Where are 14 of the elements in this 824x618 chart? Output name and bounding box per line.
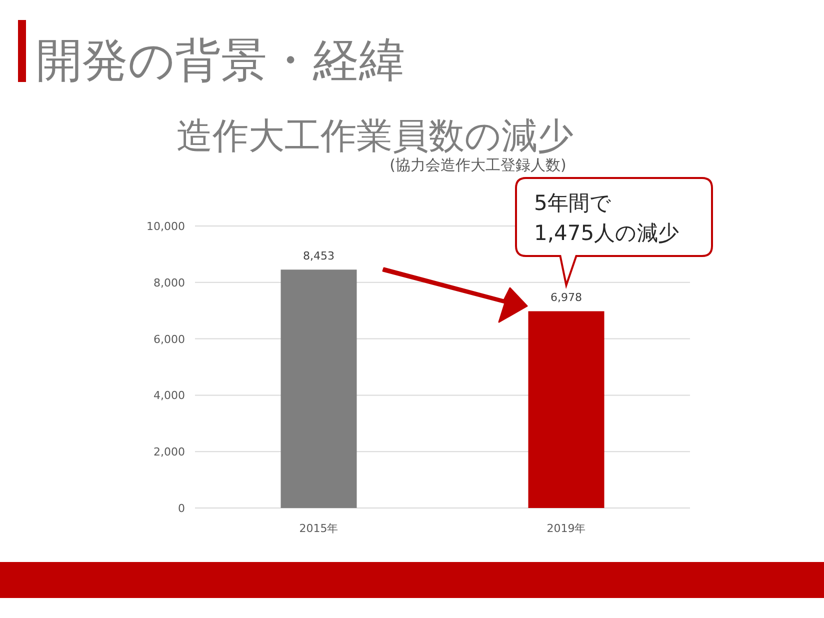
x-tick-label: 2015年 — [299, 522, 338, 535]
annotation: 5年間で 1,475人の減少 — [534, 191, 680, 245]
data-label: 6,978 — [550, 291, 582, 304]
y-tick-label: 0 — [178, 502, 185, 515]
y-tick-label: 2,000 — [154, 446, 185, 459]
y-tick-label: 6,000 — [154, 332, 185, 346]
x-tick-label: 2019年 — [546, 522, 586, 535]
annotation: (協力会造作大工登録人数) — [390, 156, 566, 174]
data-label: 8,453 — [303, 250, 334, 263]
y-tick-label: 8,000 — [154, 276, 185, 290]
y-tick-label: 4,000 — [154, 389, 185, 402]
title: 開発の背景・経緯 — [36, 33, 405, 87]
subtitle: 造作大工作業員数の減少 — [176, 116, 574, 157]
y-tick-label: 10,000 — [146, 220, 185, 233]
